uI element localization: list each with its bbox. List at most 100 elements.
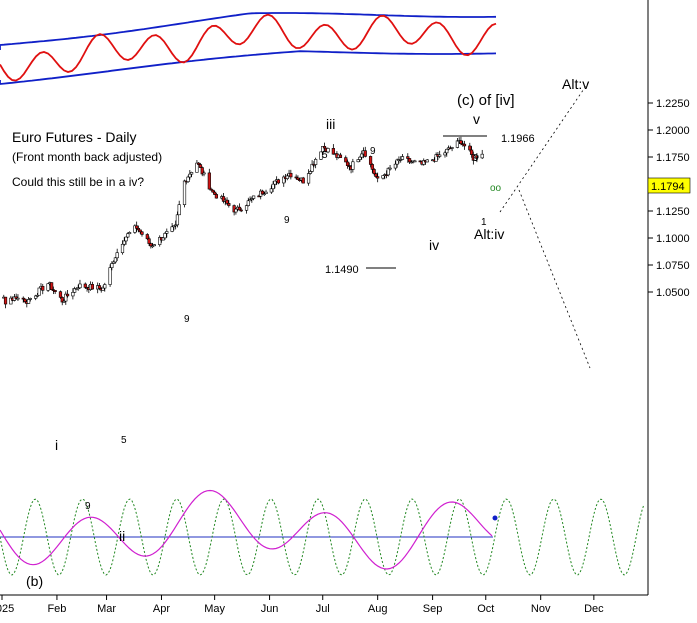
candle-body (406, 156, 410, 159)
wave-label-ii: ii (119, 528, 125, 544)
candle-body (46, 283, 50, 291)
level-label-1-1966: 1.1966 (501, 133, 535, 145)
projection-alt-v-line (499, 79, 591, 213)
candle-body (326, 148, 330, 153)
candle-body (480, 153, 484, 159)
x-tick-label: Aug (368, 603, 388, 615)
cycle-line (0, 498, 645, 576)
count-label: 1 (481, 217, 487, 228)
candle-body (64, 293, 68, 302)
wave-label-alt-iv: Alt:iv (474, 226, 504, 242)
forecast-dot-marker (492, 515, 498, 521)
candle-body (319, 151, 323, 160)
candle-body (112, 261, 116, 264)
count-label: 9 (473, 153, 479, 164)
count-label: 5 (121, 435, 127, 446)
candle-body (269, 188, 273, 193)
candle-body (434, 154, 438, 162)
candle-body (83, 283, 87, 288)
candle-body (308, 171, 312, 174)
candle-body (126, 233, 130, 238)
candle-body (188, 173, 192, 178)
wave-label-iv: iv (429, 237, 439, 253)
candle-body (244, 205, 249, 211)
candle-body (202, 172, 206, 175)
candle-body (175, 214, 180, 226)
candle-body (149, 243, 153, 247)
x-tick-label: Dec (584, 603, 604, 615)
y-tick-label: 1.0500 (656, 287, 690, 299)
candle-body (71, 291, 75, 297)
candle-body (363, 150, 367, 157)
candle-body (190, 172, 194, 175)
candle-body (260, 190, 265, 195)
candle-body (372, 169, 376, 175)
candle-body (213, 191, 217, 195)
level-label-1-1490: 1.1490 (325, 264, 359, 276)
x-tick-label: 2025 (0, 603, 14, 615)
candle-body (225, 199, 229, 204)
candle-body (462, 143, 467, 147)
x-tick-label: Oct (477, 603, 494, 615)
candle-body (145, 234, 149, 240)
count-label: 9 (85, 501, 91, 512)
candle-body (37, 287, 41, 296)
candle-body (289, 172, 293, 178)
x-tick-label: Nov (531, 603, 551, 615)
lower-oscillator (0, 489, 645, 576)
candle-body (271, 183, 275, 190)
chart-subtitle: (Front month back adjusted) (12, 150, 162, 164)
candle-body (26, 299, 31, 304)
oscillator-line (0, 13, 497, 82)
candle-body (165, 231, 169, 234)
candle-body (163, 233, 167, 239)
candle-body (407, 158, 412, 163)
candle-body (135, 225, 139, 229)
upper-band-line (0, 12, 497, 50)
x-tick-label: Sep (423, 603, 443, 615)
candle-body (182, 180, 187, 205)
candle-body (422, 160, 426, 165)
candle-body (41, 285, 45, 291)
last-price-tag (647, 177, 691, 194)
candle-body (35, 294, 40, 297)
candle-body (177, 204, 181, 216)
candle-body (174, 224, 178, 227)
candle-body (306, 173, 311, 184)
candle-body (344, 157, 348, 163)
candle-body (115, 252, 119, 259)
candle-body (393, 163, 397, 169)
candle-body (469, 149, 474, 155)
x-axis-ticks: 2025 Feb Mar Apr May Jun Jul Aug Sep Oct Nov Dec (0, 595, 604, 615)
y-tick-label: 1.1750 (656, 152, 690, 164)
candle-body (161, 237, 165, 241)
candle-body (374, 173, 378, 177)
candle-body (338, 154, 343, 158)
chart-title: Euro Futures - Daily (12, 129, 136, 145)
candle-body (252, 195, 256, 199)
candle-body (285, 175, 289, 179)
candle-body (381, 175, 385, 179)
candle-body (195, 162, 199, 173)
candle-body (50, 282, 54, 290)
candle-body (209, 188, 213, 191)
count-label: 9 (184, 314, 190, 325)
candle-body (227, 203, 231, 206)
y-tick-label: 1.0750 (656, 260, 690, 272)
candle-body (124, 236, 128, 242)
candles-layer (2, 136, 484, 309)
candle-body (358, 156, 362, 160)
candle-body (147, 238, 151, 244)
candle-body (151, 245, 155, 248)
wave-label-v: v (473, 111, 480, 127)
y-axis-ticks: 1.22501.20001.17501.15001.12501.10001.07… (648, 98, 690, 299)
candle-body (53, 290, 57, 292)
candle-body (101, 287, 105, 291)
y-tick-label: 1.2000 (656, 125, 690, 137)
candle-body (28, 298, 32, 300)
candle-body (468, 145, 472, 151)
y-tick-label: 1.2250 (656, 98, 690, 110)
candle-body (34, 295, 38, 299)
projection-down-line (518, 189, 591, 369)
candle-body (158, 237, 162, 245)
